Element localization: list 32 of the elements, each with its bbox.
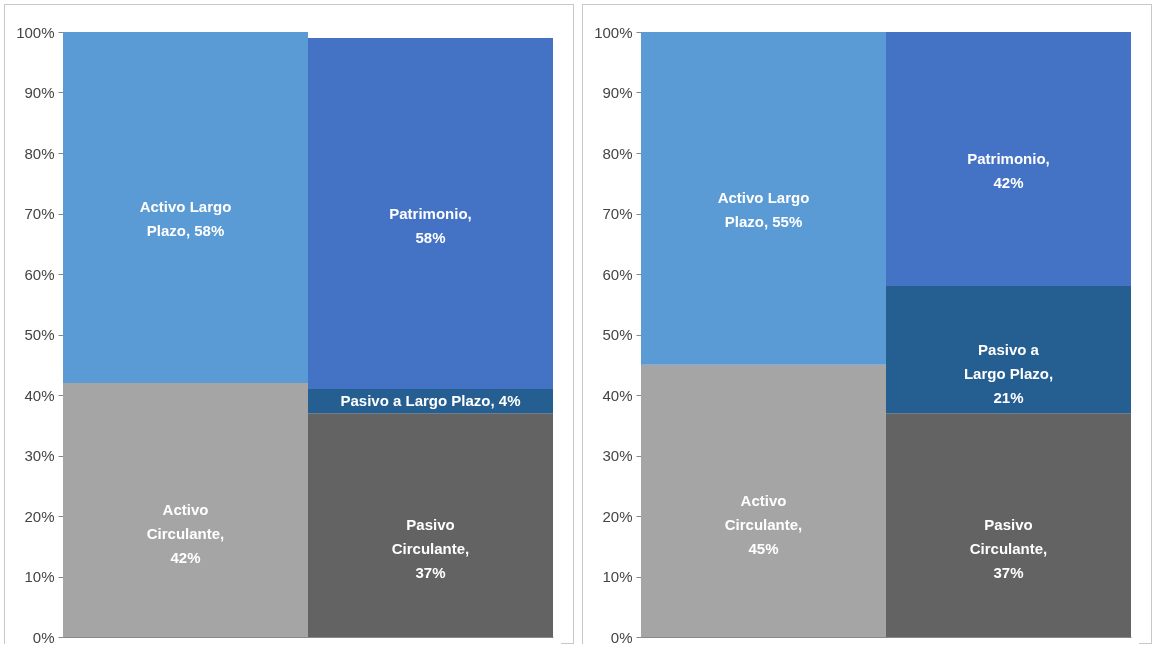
y-tick-label: 20%	[24, 507, 55, 525]
y-tick-label: 80%	[24, 144, 55, 162]
data-label: Pasivo Circulante, 37%	[391, 516, 470, 582]
y-tick-label: 60%	[602, 265, 633, 283]
y-tick-label: 70%	[24, 205, 55, 222]
y-tick-label: 0%	[32, 628, 55, 646]
y-tick-label: 30%	[24, 447, 55, 464]
data-label: Activo Largo Plazo, 55%	[717, 189, 810, 231]
y-tick-label: 50%	[24, 326, 55, 343]
data-label: Activo Largo Plazo, 58%	[139, 198, 232, 240]
y-tick-label: 100%	[594, 23, 633, 41]
y-tick-label: 0%	[610, 628, 633, 646]
data-label: Patrimonio, 58%	[389, 204, 472, 246]
data-label: Pasivo a Largo Plazo, 4%	[340, 392, 521, 410]
y-tick-label: 90%	[24, 84, 55, 101]
y-tick-label: 80%	[602, 144, 633, 162]
data-label: Activo Circulante, 42%	[146, 500, 225, 566]
y-tick-label: 70%	[602, 205, 633, 222]
y-tick-label: 40%	[602, 386, 633, 404]
y-tick-label: 30%	[602, 447, 633, 464]
data-label: Pasivo a Largo Plazo, 21%	[963, 340, 1054, 406]
y-tick-label: 20%	[602, 507, 633, 525]
data-label: Activo Circulante, 45%	[724, 491, 803, 557]
y-tick-label: 90%	[602, 84, 633, 101]
y-tick-label: 60%	[24, 265, 55, 283]
y-tick-label: 10%	[602, 568, 633, 585]
y-tick-label: 40%	[24, 386, 55, 404]
data-label: Patrimonio, 42%	[967, 150, 1050, 192]
y-tick-label: 100%	[16, 23, 55, 41]
y-tick-label: 50%	[602, 326, 633, 343]
y-tick-label: 10%	[24, 568, 55, 585]
data-label: Pasivo Circulante, 37%	[969, 516, 1048, 582]
